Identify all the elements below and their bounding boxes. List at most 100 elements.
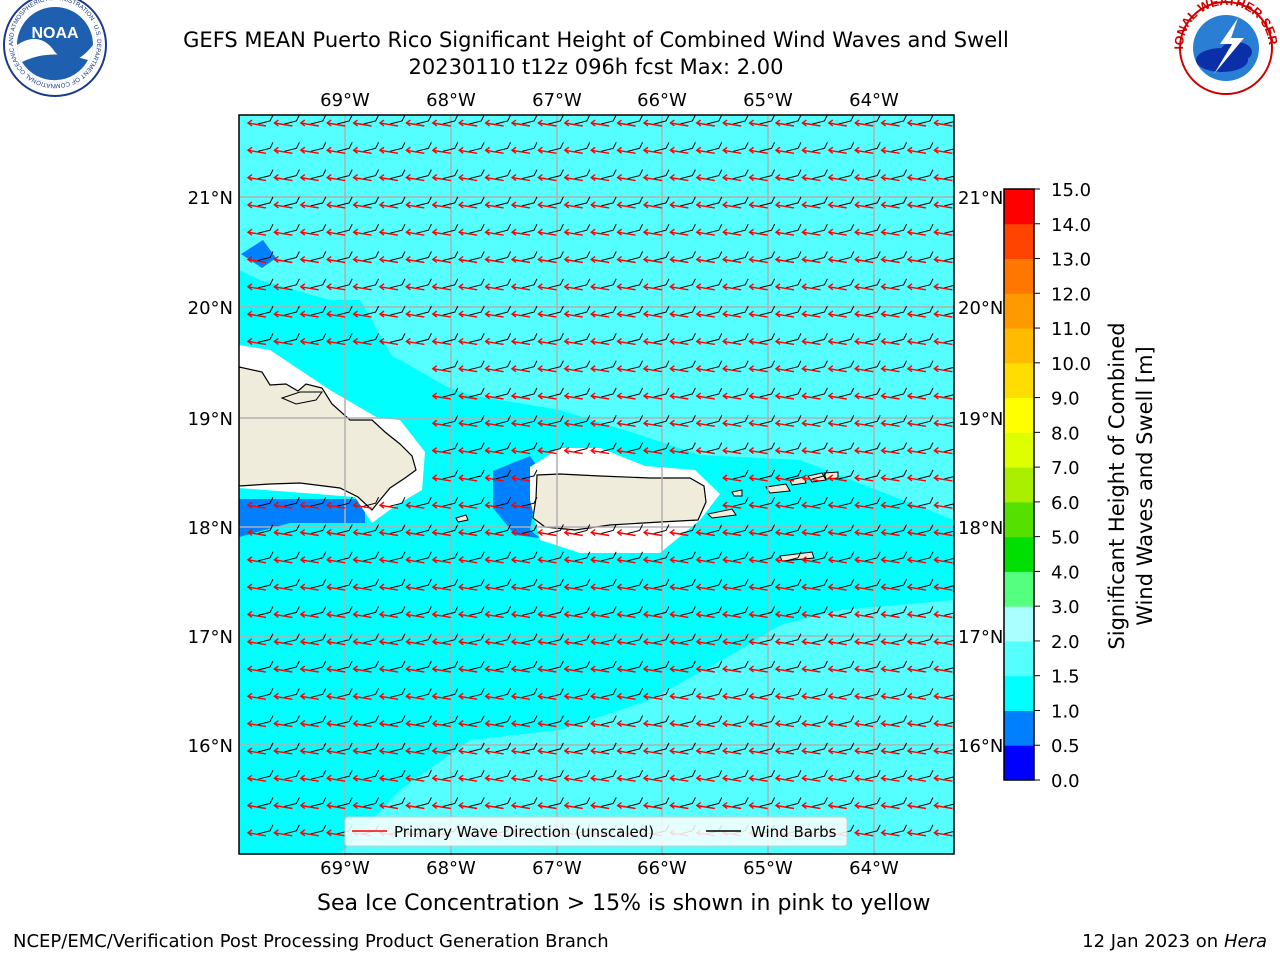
wave-arrow bbox=[695, 337, 715, 346]
wave-arrow bbox=[669, 447, 689, 455]
wind-barb bbox=[733, 742, 749, 753]
wind-barb bbox=[865, 442, 881, 453]
colorbar-tick-label: 13.0 bbox=[1051, 250, 1091, 271]
wind-barb bbox=[785, 305, 802, 316]
wave-arrow bbox=[537, 310, 557, 318]
wave-arrow bbox=[801, 501, 821, 509]
wind-barb bbox=[442, 660, 459, 671]
wave-arrow bbox=[801, 392, 821, 400]
wave-arrow bbox=[695, 556, 715, 564]
wave-arrow bbox=[669, 720, 689, 728]
wind-barb bbox=[785, 360, 802, 371]
wave-arrow bbox=[537, 747, 557, 755]
wave-arrow bbox=[352, 283, 372, 291]
wind-barb bbox=[680, 633, 696, 644]
wind-barb bbox=[389, 551, 406, 562]
wave-arrow bbox=[616, 228, 636, 236]
wind-barb bbox=[469, 715, 485, 726]
wave-arrow bbox=[405, 747, 425, 755]
wind-barb bbox=[337, 333, 353, 343]
wind-barb bbox=[627, 742, 644, 753]
wind-barb bbox=[363, 305, 380, 316]
wind-barb bbox=[363, 578, 380, 589]
wind-barb bbox=[627, 524, 644, 534]
wave-arrow bbox=[431, 365, 451, 373]
wind-barb bbox=[257, 633, 274, 644]
wind-barb bbox=[548, 715, 564, 726]
wind-barb bbox=[891, 469, 908, 480]
wave-arrow bbox=[299, 119, 319, 127]
wind-barb bbox=[548, 551, 564, 562]
wave-arrow bbox=[246, 501, 267, 509]
wave-arrow bbox=[695, 638, 715, 646]
wind-barb bbox=[469, 278, 485, 289]
wave-arrow bbox=[510, 146, 531, 154]
wind-barb bbox=[521, 606, 538, 616]
wave-arrow bbox=[722, 201, 742, 209]
lon-label-top: 64°W bbox=[849, 90, 899, 111]
nws-logo: NATIONAL WEATHER SERVICE bbox=[0, 0, 1280, 95]
wave-arrow bbox=[352, 119, 372, 127]
wave-arrow bbox=[405, 310, 425, 318]
wind-barb bbox=[495, 251, 512, 261]
wave-arrow bbox=[801, 201, 821, 209]
colorbar-swatch bbox=[1004, 675, 1034, 711]
wave-arrow bbox=[774, 692, 795, 700]
wind-barb bbox=[363, 524, 380, 534]
wave-arrow bbox=[299, 556, 319, 564]
wind-barb bbox=[865, 797, 881, 807]
wind-barb bbox=[521, 742, 538, 753]
wave-arrow bbox=[933, 829, 953, 837]
wind-barb bbox=[495, 442, 512, 453]
wave-arrow bbox=[246, 255, 267, 264]
wind-barb bbox=[891, 415, 908, 425]
wind-barb bbox=[891, 742, 908, 753]
wave-arrow bbox=[748, 692, 768, 700]
wind-barb bbox=[653, 551, 670, 562]
wave-arrow bbox=[827, 337, 847, 346]
wave-arrow bbox=[933, 337, 953, 346]
wind-barb bbox=[284, 524, 300, 534]
wind-barb bbox=[812, 469, 828, 480]
wind-barb bbox=[521, 715, 538, 726]
wind-barb bbox=[601, 742, 617, 753]
wind-barb bbox=[706, 305, 723, 316]
wave-arrow bbox=[722, 310, 742, 318]
wave-arrow bbox=[431, 747, 451, 755]
wave-arrow bbox=[669, 310, 689, 318]
wave-arrow bbox=[616, 801, 636, 810]
wave-arrow bbox=[326, 610, 346, 619]
wind-barb bbox=[733, 524, 749, 534]
wave-arrow bbox=[563, 228, 583, 236]
wave-arrow bbox=[695, 283, 715, 291]
wave-arrow bbox=[933, 255, 953, 264]
wave-arrow bbox=[458, 692, 478, 700]
wave-arrow bbox=[510, 501, 531, 509]
wave-arrow bbox=[299, 610, 319, 619]
wind-barb bbox=[785, 278, 802, 289]
wind-barb bbox=[627, 223, 644, 234]
wind-barb bbox=[495, 469, 512, 480]
wave-arrow bbox=[827, 255, 847, 264]
lon-label-bottom: 69°W bbox=[320, 858, 370, 879]
lat-label-right: 18°N bbox=[958, 518, 1003, 539]
wind-barb bbox=[759, 496, 776, 507]
wave-arrow bbox=[273, 201, 293, 209]
wave-arrow bbox=[537, 365, 557, 373]
wind-barb bbox=[627, 660, 644, 671]
map-gridlines bbox=[239, 115, 954, 854]
wind-barb bbox=[521, 251, 538, 261]
wind-barb bbox=[759, 633, 776, 644]
wave-arrow bbox=[854, 583, 874, 591]
wave-arrow bbox=[378, 610, 399, 619]
wind-barb bbox=[574, 633, 591, 644]
wind-barb bbox=[653, 606, 670, 616]
wave-arrow bbox=[827, 119, 847, 127]
wave-arrow bbox=[774, 610, 795, 619]
wave-arrow bbox=[484, 255, 504, 264]
wave-arrow bbox=[299, 310, 319, 318]
wind-barb bbox=[495, 333, 512, 343]
wave-arrow bbox=[642, 638, 663, 646]
wave-arrow bbox=[616, 447, 636, 455]
wave-arrow bbox=[722, 610, 742, 619]
